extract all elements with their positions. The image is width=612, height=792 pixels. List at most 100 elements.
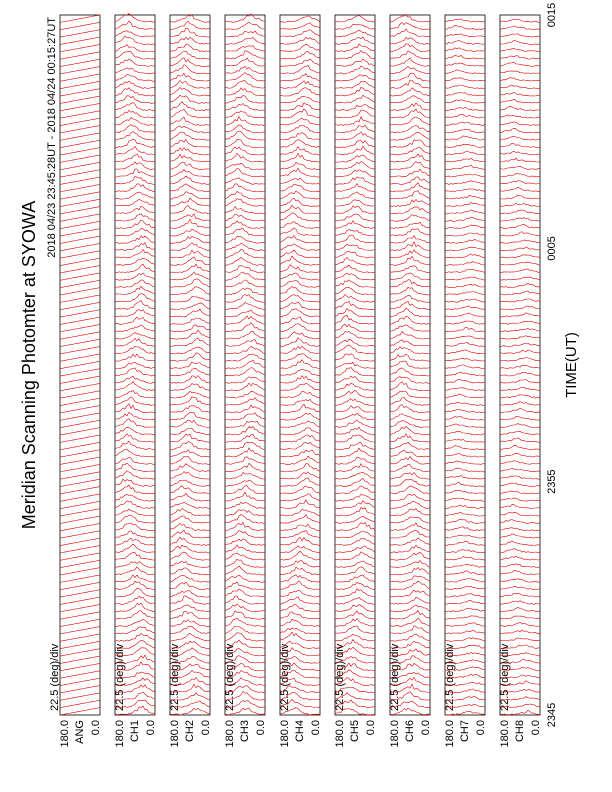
trace <box>499 268 541 274</box>
trace <box>334 574 376 583</box>
trace <box>169 610 211 620</box>
trace <box>224 514 266 524</box>
trace <box>169 683 211 693</box>
trace <box>279 15 321 23</box>
trace <box>279 441 321 451</box>
trace <box>444 69 486 75</box>
trace <box>169 125 211 134</box>
trace <box>114 337 156 347</box>
trace <box>334 471 376 480</box>
trace <box>499 364 541 369</box>
trace <box>334 442 376 450</box>
trace <box>59 338 101 347</box>
trace <box>389 147 431 156</box>
panel-frame <box>334 14 376 716</box>
trace <box>224 462 266 472</box>
trace <box>389 102 431 112</box>
trace <box>389 671 431 679</box>
trace <box>334 58 376 67</box>
trace <box>499 607 541 613</box>
trace <box>169 574 211 583</box>
trace <box>389 449 431 458</box>
trace <box>389 301 431 311</box>
trace <box>224 162 266 171</box>
trace <box>224 315 265 325</box>
trace <box>224 287 266 296</box>
trace <box>114 80 155 89</box>
trace <box>334 566 376 575</box>
trace <box>114 587 156 598</box>
trace <box>225 309 265 318</box>
trace <box>224 685 266 694</box>
trace <box>334 708 376 716</box>
trace <box>114 561 156 568</box>
trace <box>499 497 541 502</box>
trace <box>334 205 376 215</box>
trace <box>224 538 266 546</box>
panel-top-label: 180.0 <box>334 720 346 748</box>
trace <box>59 346 101 355</box>
trace <box>224 447 266 458</box>
trace <box>170 640 211 649</box>
trace <box>334 87 376 97</box>
trace <box>279 308 321 318</box>
trace <box>224 588 266 598</box>
trace <box>499 401 541 406</box>
trace <box>389 683 430 693</box>
trace <box>389 36 431 45</box>
trace <box>224 220 266 229</box>
trace <box>334 50 376 60</box>
trace <box>389 633 431 642</box>
trace <box>279 132 321 141</box>
trace <box>279 87 321 97</box>
trace <box>224 558 266 568</box>
trace <box>224 50 266 60</box>
trace <box>224 228 266 237</box>
trace <box>499 445 541 450</box>
trace <box>389 339 431 347</box>
trace <box>444 659 486 664</box>
trace <box>334 633 376 642</box>
trace <box>499 540 541 546</box>
trace <box>279 662 321 671</box>
trace <box>114 95 156 104</box>
trace <box>335 485 376 494</box>
trace <box>169 560 211 568</box>
trace <box>389 353 431 362</box>
trace <box>444 99 486 104</box>
trace <box>170 419 210 428</box>
trace <box>334 426 376 436</box>
trace <box>499 511 541 517</box>
trace <box>224 491 266 502</box>
trace <box>225 115 266 126</box>
trace <box>279 212 321 222</box>
trace <box>59 456 101 465</box>
trace <box>499 467 541 473</box>
trace <box>389 396 431 406</box>
traces <box>499 18 541 716</box>
trace <box>114 191 156 200</box>
trace <box>114 263 156 273</box>
trace <box>59 280 101 288</box>
trace <box>59 361 101 369</box>
trace <box>224 177 265 185</box>
trace <box>59 184 101 193</box>
trace <box>389 537 431 546</box>
trace <box>445 216 486 222</box>
trace <box>389 662 431 672</box>
trace <box>114 661 156 671</box>
trace <box>114 279 156 288</box>
trace <box>499 48 541 52</box>
trace <box>389 182 431 193</box>
trace <box>224 456 266 465</box>
trace <box>334 220 376 229</box>
trace <box>499 55 541 60</box>
trace <box>114 500 156 509</box>
trace <box>169 242 211 251</box>
panel-scale: 22.5 (deg)/div <box>49 643 61 711</box>
trace <box>444 430 486 436</box>
trace <box>499 570 541 576</box>
trace <box>389 95 431 104</box>
trace <box>115 285 156 295</box>
trace <box>444 438 486 443</box>
